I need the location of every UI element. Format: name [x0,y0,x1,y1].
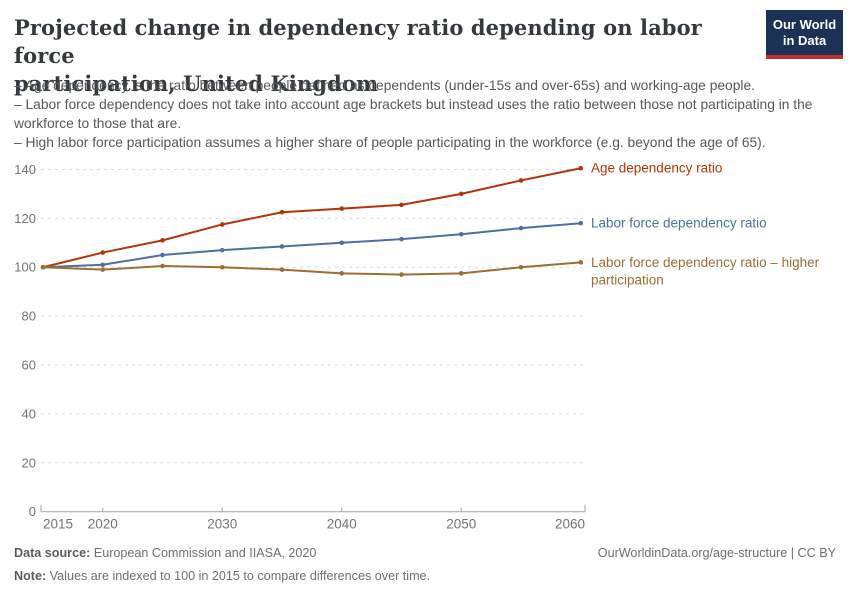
y-axis-tick-label: 140 [14,162,36,177]
chart-note: Note: Values are indexed to 100 in 2015 … [14,569,836,583]
series-point-1 [458,231,464,237]
y-axis-tick-label: 60 [22,358,36,373]
series-point-1 [578,220,584,226]
series-line-2 [42,261,581,276]
y-axis-tick-label: 100 [14,260,36,275]
series-point-2 [339,271,345,276]
series-label-1: Labor force dependency ratio [591,216,767,231]
note-text: Values are indexed to 100 in 2015 to com… [46,569,431,583]
x-axis-tick-label: 2050 [446,517,476,532]
series-point-2 [160,263,165,269]
series-point-2 [100,267,106,272]
series-point-0 [518,178,524,183]
y-axis-tick-label: 40 [22,406,36,421]
series-point-2 [40,264,46,270]
series-point-1 [518,225,524,231]
y-axis-tick-label: 20 [22,455,36,470]
note-label: Note: [14,569,47,583]
page-title-line1: Projected change in dependency ratio dep… [14,15,702,68]
series-label-0: Age dependency ratio [591,161,722,176]
subtitle-bullet-1: – Age dependency is the ratio between pe… [14,78,755,93]
page-title-line2: participation, United Kingdom [14,71,379,96]
series-label-2: participation [591,272,664,287]
series-point-0 [399,202,404,208]
series-line-0 [42,167,581,269]
series-point-2 [458,271,464,276]
series-point-1 [339,240,345,246]
data-source-label: Data source: [14,546,91,560]
series-label-2: Labor force dependency ratio – higher [591,255,820,270]
page-title: Projected change in dependency ratio dep… [14,14,754,98]
chart-subtitle: – Age dependency is the ratio between pe… [14,76,832,152]
series-point-0 [279,209,285,215]
series-point-2 [279,267,285,272]
series-point-0 [578,165,584,171]
series-point-0 [100,250,106,255]
x-axis-tick-label: 2030 [207,517,237,532]
series-point-1 [399,236,404,242]
subtitle-bullet-2: – Labor force dependency does not take i… [14,97,813,131]
series-point-1 [219,247,225,253]
y-axis-tick-label: 80 [22,309,36,324]
subtitle-bullet-3: – High labor force participation assumes… [14,135,766,150]
series-line-1 [42,222,581,269]
series-point-1 [279,244,285,249]
series-point-0 [219,222,225,227]
series-point-2 [518,264,524,270]
y-axis-tick-label: 120 [14,211,36,226]
x-axis-tick-label: 2060 [555,517,585,532]
data-source: Data source: European Commission and IIA… [14,546,316,560]
x-axis-tick-label: 2015 [43,517,73,532]
series-point-0 [458,191,464,197]
owid-url-link[interactable]: OurWorldinData.org/age-structure | CC BY [597,546,836,560]
x-axis-tick-label: 2040 [327,517,357,532]
data-source-text: European Commission and IIASA, 2020 [90,546,317,560]
series-point-2 [399,272,404,277]
x-axis-tick-label: 2020 [88,517,118,532]
series-point-2 [578,260,584,265]
series-point-2 [219,264,225,270]
owid-logo-line2: in Data [782,33,827,48]
chart-footer: Data source: European Commission and IIA… [14,546,836,583]
series-point-0 [160,238,165,243]
y-axis-tick-label: 0 [29,504,36,519]
owid-logo[interactable]: Our World in Data [766,10,843,59]
series-point-0 [339,206,345,211]
owid-logo-line1: Our World [772,17,837,32]
series-point-1 [100,262,106,268]
series-point-1 [160,252,165,258]
